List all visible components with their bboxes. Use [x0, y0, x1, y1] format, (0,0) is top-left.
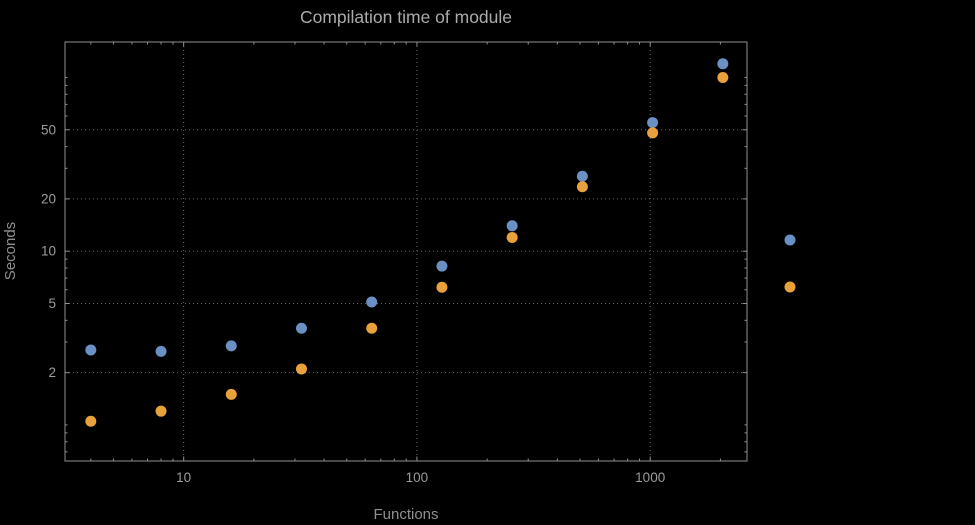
y-tick-label: 20	[41, 191, 56, 206]
data-point-blue	[155, 345, 167, 357]
data-point-blue	[436, 260, 448, 272]
y-tick-label: 5	[48, 296, 56, 311]
tick-label-layer: 10 100 1000 2 5 10 20 50	[41, 122, 665, 485]
legend-marker-orange	[784, 281, 796, 293]
x-tick-label: 10	[176, 470, 191, 485]
x-tick-label: 1000	[635, 470, 665, 485]
grid-layer	[65, 42, 747, 461]
data-point-blue	[647, 117, 659, 129]
data-point-orange	[85, 415, 97, 427]
legend-marker-blue	[784, 234, 796, 246]
chart-title: Compilation time of module	[300, 7, 512, 27]
data-point-orange	[225, 388, 237, 400]
x-tick-label: 100	[406, 470, 429, 485]
data-point-blue	[295, 322, 307, 334]
data-point-orange	[647, 127, 659, 139]
data-point-blue	[366, 296, 378, 308]
data-point-orange	[366, 322, 378, 334]
x-axis-label: Functions	[373, 506, 438, 523]
data-point-blue	[506, 220, 518, 232]
data-point-orange	[717, 71, 729, 83]
data-point-orange	[576, 181, 588, 193]
tick-layer	[65, 42, 747, 461]
data-point-orange	[506, 231, 518, 243]
data-point-blue	[717, 58, 729, 70]
y-tick-label: 50	[41, 122, 56, 137]
y-tick-label: 10	[41, 244, 56, 259]
y-tick-label: 2	[48, 365, 56, 380]
data-point-blue	[85, 344, 97, 356]
legend-layer	[784, 234, 796, 293]
data-point-orange	[155, 405, 167, 417]
data-point-orange	[295, 363, 307, 375]
data-point-blue	[576, 170, 588, 182]
point-layer	[85, 58, 729, 427]
data-point-blue	[225, 340, 237, 352]
y-axis-label: Seconds	[2, 222, 19, 280]
data-point-orange	[436, 281, 448, 293]
